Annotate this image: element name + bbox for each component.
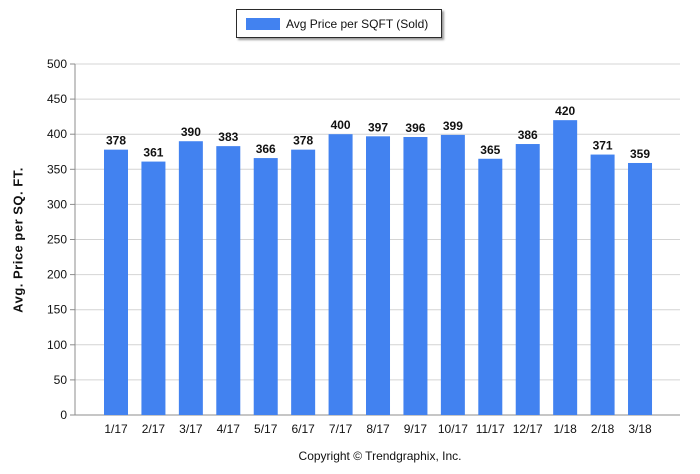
y-tick-label: 500 xyxy=(47,57,67,71)
bar xyxy=(515,144,540,415)
bar xyxy=(216,146,241,415)
bar-value-label: 397 xyxy=(368,120,388,134)
y-tick-label: 400 xyxy=(47,127,67,141)
y-tick-label: 300 xyxy=(47,197,67,211)
bar-value-label: 396 xyxy=(405,121,425,135)
legend: Avg Price per SQFT (Sold) xyxy=(236,9,442,38)
y-tick-label: 50 xyxy=(54,373,68,387)
x-tick-label: 10/17 xyxy=(438,422,468,436)
x-tick-label: 12/17 xyxy=(513,422,543,436)
y-tick-label: 200 xyxy=(47,268,67,282)
x-tick-label: 11/17 xyxy=(476,422,505,436)
x-tick-label: 8/17 xyxy=(366,422,390,436)
bar xyxy=(628,162,653,415)
bar-value-label: 390 xyxy=(181,125,201,139)
x-tick-label: 5/17 xyxy=(254,422,278,436)
x-tick-label: 3/18 xyxy=(628,422,652,436)
copyright-text: Copyright © Trendgraphix, Inc. xyxy=(298,449,462,463)
x-tick-label: 4/17 xyxy=(217,422,241,436)
bar-value-label: 378 xyxy=(293,134,313,148)
bar xyxy=(403,137,428,415)
y-tick-label: 0 xyxy=(60,408,67,422)
x-tick-label: 1/17 xyxy=(104,422,128,436)
bar xyxy=(178,141,203,415)
x-tick-label: 7/17 xyxy=(329,422,353,436)
bar-value-label: 359 xyxy=(630,147,650,161)
y-tick-label: 350 xyxy=(47,162,67,176)
bar-value-label: 361 xyxy=(143,146,163,160)
y-tick-label: 100 xyxy=(47,338,67,352)
bar-value-label: 383 xyxy=(218,130,238,144)
bar-value-label: 386 xyxy=(518,128,538,142)
x-tick-label: 2/17 xyxy=(142,422,166,436)
bar-value-label: 378 xyxy=(106,134,126,148)
x-tick-label: 6/17 xyxy=(291,422,315,436)
x-tick-label: 2/18 xyxy=(591,422,615,436)
x-tick-label: 9/17 xyxy=(404,422,428,436)
bar xyxy=(553,120,578,415)
legend-label: Avg Price per SQFT (Sold) xyxy=(286,16,429,31)
bar-value-label: 365 xyxy=(480,143,500,157)
y-tick-label: 450 xyxy=(47,92,67,106)
y-tick-label: 250 xyxy=(47,233,67,247)
bar xyxy=(291,149,316,416)
bar-value-label: 420 xyxy=(555,104,575,118)
bar xyxy=(253,158,278,415)
bar xyxy=(104,149,128,416)
bar-value-label: 400 xyxy=(331,118,351,132)
bar xyxy=(141,161,166,415)
bar xyxy=(328,134,353,415)
bar-value-label: 371 xyxy=(593,139,613,153)
x-tick-label: 3/17 xyxy=(179,422,203,436)
bar xyxy=(366,136,391,415)
legend-swatch xyxy=(246,17,280,30)
bar xyxy=(590,154,615,416)
bar xyxy=(478,158,503,415)
y-tick-label: 150 xyxy=(47,303,67,317)
bar-value-label: 366 xyxy=(256,142,276,156)
bar-value-label: 399 xyxy=(443,119,463,133)
x-tick-label: 1/18 xyxy=(553,422,577,436)
bar xyxy=(440,134,465,416)
